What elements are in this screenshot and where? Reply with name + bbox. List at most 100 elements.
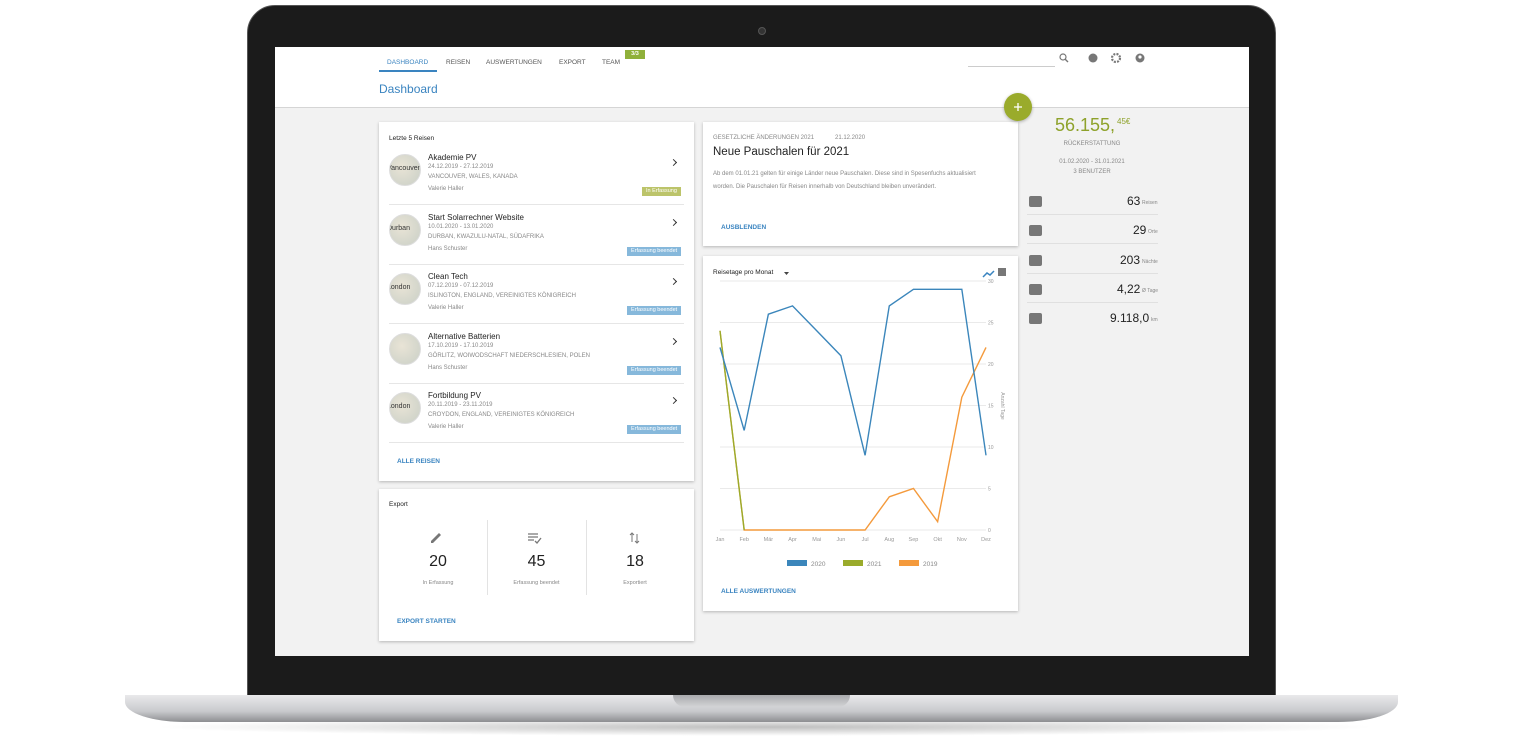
legend-swatch — [843, 560, 863, 566]
trip-thumbnail: London — [389, 273, 421, 305]
dropdown-arrow-shape — [784, 272, 789, 275]
line-chart: 0 5 10 15 20 25 30 Anzahl Tage Jan Feb Mär Apr Mai Ju… — [716, 268, 1006, 568]
export-divider — [487, 520, 488, 595]
export-divider — [586, 520, 587, 595]
refund-period: 01.02.2020 - 31.01.2021 — [1059, 159, 1125, 165]
y-tick-label: 20 — [988, 362, 994, 368]
nav-tab[interactable]: TEAM — [602, 59, 621, 66]
trip-status-badge: Erfassung beendet — [627, 246, 682, 256]
export-count: 45 — [527, 553, 546, 570]
stat-icon — [1029, 313, 1042, 325]
trip-thumbnail: Vancouver — [389, 154, 421, 186]
header-icons — [1059, 52, 1145, 64]
chart-title[interactable]: Reisetage pro Monat — [713, 269, 774, 276]
stat-unit: Reisen — [1142, 200, 1158, 206]
stat-value: 29 — [1133, 223, 1147, 238]
export-label: Erfassung beendet — [513, 580, 560, 586]
user-icon-head — [1138, 55, 1142, 59]
x-tick-label: Nov — [957, 537, 967, 543]
pencil-icon — [431, 533, 441, 543]
trip-thumbnail: London — [389, 392, 421, 424]
export-start-link[interactable]: EXPORT STARTEN — [397, 618, 456, 625]
add-button[interactable] — [1004, 93, 1032, 121]
export-icons — [431, 532, 640, 544]
page-title: Dashboard — [379, 82, 438, 96]
plus-icon — [1014, 103, 1022, 111]
trip-name[interactable]: Fortbildung PV — [428, 391, 481, 400]
x-tick-label: Okt — [933, 537, 942, 543]
legend-swatch — [787, 560, 807, 566]
stat-unit: Nächte — [1142, 258, 1158, 265]
laptop-shadow — [150, 718, 1380, 736]
search-icon[interactable] — [1059, 53, 1067, 61]
trip-person: Valerie Haller — [428, 305, 464, 311]
all-analyses-link[interactable]: ALLE AUSWERTUNGEN — [721, 588, 796, 595]
nav-tab[interactable]: REISEN — [446, 59, 471, 66]
recent-trips-title: Letzte 5 Reisen — [389, 135, 435, 142]
trip-status-badge: Erfassung beendet — [627, 425, 682, 434]
stat-unit: km — [1151, 317, 1158, 324]
stat-icon — [1029, 283, 1042, 295]
news-card — [703, 122, 1018, 246]
thumbnail-city: Durban — [389, 224, 410, 232]
x-tick-label: Sep — [909, 537, 919, 543]
legend-label: 2020 — [811, 561, 826, 568]
nav-tab[interactable]: DASHBOARD — [387, 59, 429, 66]
trip-dates: 10.01.2020 - 13.01.2020 — [428, 223, 494, 230]
nav-tab[interactable]: EXPORT — [559, 59, 586, 66]
trip-name[interactable]: Alternative Batterien — [428, 331, 501, 341]
stat-separator — [1027, 243, 1158, 245]
x-tick-label: Mär — [764, 537, 774, 543]
x-tick-label: Aug — [884, 537, 894, 543]
stat-icon — [1029, 254, 1042, 266]
trip-location: CROYDON, ENGLAND, VEREINIGTES KÖNIGREICH — [428, 412, 575, 418]
line-chart-toggle[interactable] — [982, 270, 995, 278]
y-tick-label: 5 — [988, 487, 991, 493]
trip-dates: 24.12.2019 - 27.12.2019 — [428, 164, 494, 170]
x-tick-label: Apr — [788, 537, 797, 543]
team-badge: 3/3 — [625, 50, 645, 59]
help-icon[interactable] — [1088, 53, 1098, 63]
export-count: 20 — [429, 553, 447, 570]
legend-swatch — [899, 560, 919, 566]
bar-chart-toggle[interactable] — [998, 268, 1006, 276]
trip-name[interactable]: Akademie PV — [428, 153, 477, 162]
nav-tab[interactable]: AUSWERTUNGEN — [486, 59, 542, 66]
refund-amount: 56.155, — [1055, 115, 1116, 135]
news-category: GESETZLICHE ÄNDERUNGEN 2021 — [713, 135, 815, 141]
export-label: Exportiert — [623, 580, 647, 586]
trip-location: GÖRLITZ, WOIWODSCHAFT NIEDERSCHLESIEN, P… — [428, 352, 590, 359]
trip-dates: 17.10.2019 - 17.10.2019 — [428, 342, 494, 349]
checklist-icon — [528, 533, 542, 544]
stat-unit: Orte — [1148, 229, 1158, 236]
stat-separator — [1027, 301, 1158, 303]
export-count: 18 — [626, 553, 644, 570]
x-tick-label: Dez — [981, 537, 991, 543]
all-trips-link[interactable]: ALLE REISEN — [397, 458, 440, 465]
news-title: Neue Pauschalen für 2021 — [713, 146, 850, 158]
export-title: Export — [389, 501, 408, 508]
dropdown-arrow — [784, 272, 789, 275]
search-field[interactable] — [968, 66, 1055, 67]
trip-separator — [389, 323, 684, 324]
laptop-notch — [673, 695, 850, 707]
series-line — [719, 330, 987, 531]
series-line — [719, 330, 745, 531]
refund-users: 3 BENUTZER — [1073, 169, 1111, 175]
trip-person: Valerie Haller — [428, 424, 464, 430]
series-line — [719, 288, 987, 456]
thumbnail-city: Vancouver — [389, 165, 420, 172]
y-tick-label: 10 — [988, 445, 994, 451]
trip-status-badge: Erfassung beendet — [627, 365, 682, 375]
trip-separator — [389, 382, 684, 384]
trip-name[interactable]: Start Solarrechner Website — [428, 212, 524, 222]
y-tick-label: 30 — [988, 279, 994, 285]
trip-separator — [389, 442, 684, 443]
settings-icon[interactable] — [1110, 52, 1122, 64]
news-hide-link[interactable]: AUSBLENDEN — [721, 224, 767, 231]
stat-unit: Ø Tage — [1142, 287, 1159, 294]
active-tab-underline — [379, 70, 437, 72]
x-tick-label: Jan — [716, 537, 725, 543]
trip-name[interactable]: Clean Tech — [428, 272, 468, 281]
news-date: 21.12.2020 — [835, 135, 866, 141]
